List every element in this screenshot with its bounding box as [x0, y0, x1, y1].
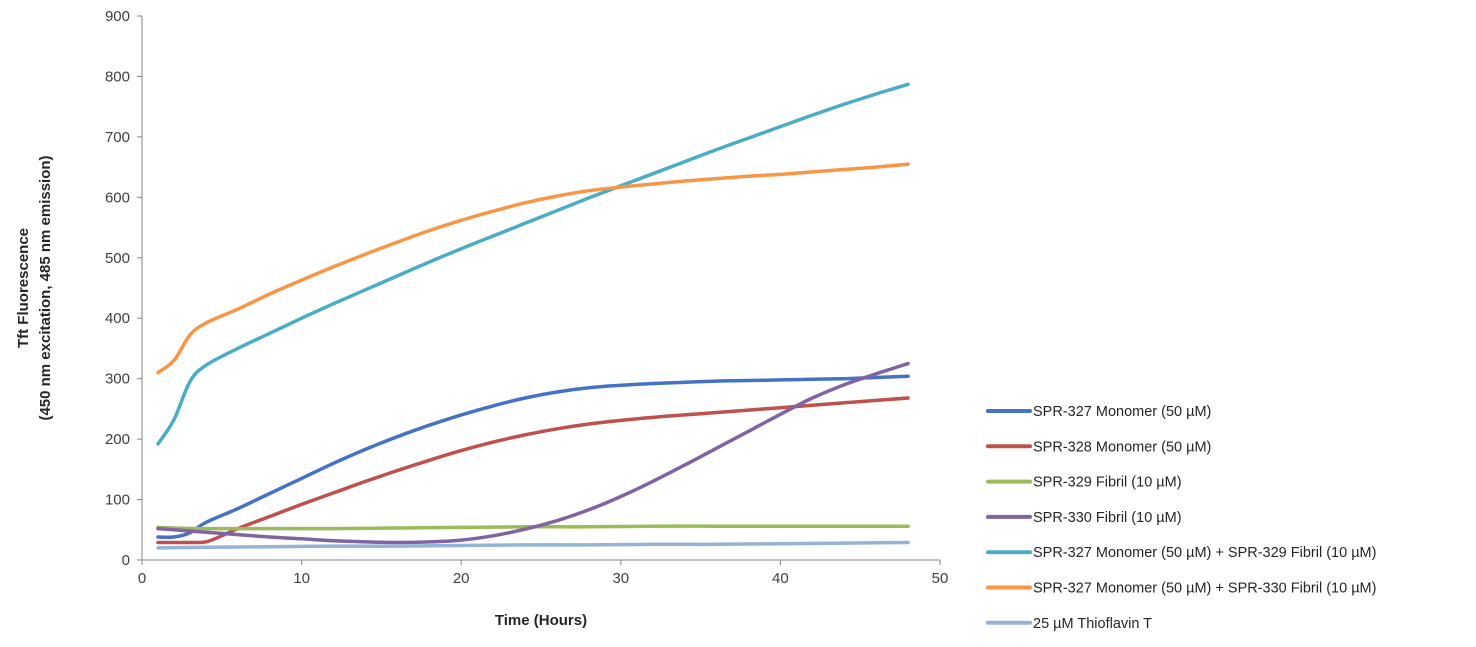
y-tick-label: 100 [105, 492, 130, 509]
legend-label: SPR-327 Monomer (50 µM) [1033, 404, 1211, 420]
x-tick-label: 20 [453, 570, 470, 587]
legend-label: SPR-329 Fibril (10 µM) [1033, 475, 1182, 491]
x-tick-label: 40 [772, 570, 789, 587]
x-tick-label: 30 [612, 570, 629, 587]
legend-item: SPR-330 Fibril (10 µM) [986, 510, 1182, 526]
series-line-4 [156, 361, 910, 545]
legend-item: SPR-328 Monomer (50 µM) [986, 439, 1211, 455]
y-tick-label: 300 [105, 371, 130, 388]
legend-label: SPR-330 Fibril (10 µM) [1033, 510, 1182, 526]
y-tick-label: 600 [105, 189, 130, 206]
series-line-2 [156, 396, 910, 545]
legend-label: SPR-327 Monomer (50 µM) + SPR-329 Fibril… [1033, 545, 1376, 561]
x-tick-label: 0 [138, 570, 146, 587]
series-line-5 [156, 82, 910, 446]
series-line-1 [156, 374, 910, 540]
y-tick-label: 900 [105, 8, 130, 25]
y-tick-label: 800 [105, 68, 130, 85]
series-line-7 [156, 540, 910, 550]
legend-label: SPR-327 Monomer (50 µM) + SPR-330 Fibril… [1033, 581, 1376, 597]
legend-item: 25 µM Thioflavin T [986, 616, 1152, 632]
x-tick-label: 50 [932, 570, 949, 587]
y-tick-label: 500 [105, 250, 130, 267]
x-axis-title: Time (Hours) [495, 612, 587, 629]
legend-item: SPR-329 Fibril (10 µM) [986, 475, 1182, 491]
y-tick-label: 700 [105, 129, 130, 146]
legend-item: SPR-327 Monomer (50 µM) [986, 404, 1211, 420]
x-tick-label: 10 [293, 570, 310, 587]
y-tick-label: 200 [105, 431, 130, 448]
y-tick-label: 400 [105, 310, 130, 327]
legend-item: SPR-327 Monomer (50 µM) + SPR-329 Fibril… [986, 545, 1376, 561]
series-layer [156, 82, 910, 550]
legend-label: SPR-328 Monomer (50 µM) [1033, 439, 1211, 455]
legend-label: 25 µM Thioflavin T [1033, 616, 1152, 632]
y-axis-title-line-2: (450 nm excitation, 485 nm emission) [37, 155, 54, 420]
x-axis: 0 10 20 30 40 50 [138, 559, 949, 587]
legend-item: SPR-327 Monomer (50 µM) + SPR-330 Fibril… [986, 581, 1376, 597]
legend: SPR-327 Monomer (50 µM) SPR-328 Monomer (… [986, 404, 1376, 632]
y-axis-title-line-1: Tft Fluorescence [15, 228, 32, 348]
y-tick-label: 0 [122, 552, 130, 569]
series-line-6 [156, 162, 910, 375]
series-line-3 [156, 524, 910, 531]
y-axis: 0 100 200 300 400 500 600 700 800 900 [105, 8, 143, 569]
